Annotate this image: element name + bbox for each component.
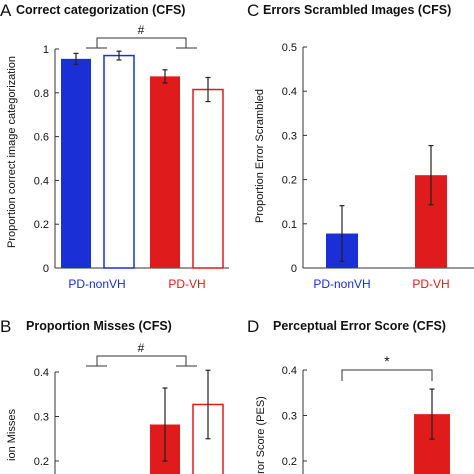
panel-a-xlabels: PD-nonVH PD-VH: [68, 277, 205, 291]
panel-a-title: Correct categorization (CFS): [16, 3, 185, 17]
bar: [192, 88, 224, 269]
panel-c-ytick-label: 0.1: [282, 219, 297, 231]
panel-a-group-label-vh: PD-VH: [168, 277, 205, 291]
panel-d-letter: D: [247, 317, 259, 336]
panel-c-xlabels: PD-nonVH PD-VH: [313, 277, 449, 291]
panel-b-letter: B: [0, 317, 11, 336]
panel-a-ylabel: Proportion correct image categorization: [6, 56, 18, 248]
panel-c-group-label-vh: PD-VH: [412, 277, 449, 291]
panel-a-ytick-label: 0.2: [34, 219, 49, 231]
panel-b-bars: [150, 369, 224, 474]
bar: [61, 58, 91, 269]
panel-b-ytick-label: 0.2: [34, 456, 49, 468]
panel-c-bars: [326, 144, 447, 268]
panel-c-group-label-nonvh: PD-nonVH: [313, 277, 370, 291]
panel-d-bars: [414, 388, 450, 474]
panel-a-ytick-label: 0.4: [34, 175, 49, 187]
panel-b-ylabel: ion Misses: [6, 409, 18, 461]
panel-a-ytick-label: 0.8: [34, 88, 49, 100]
panel-c-ytick-label: 0.4: [282, 86, 297, 98]
panel-b-yticks: 0.2 0.3 0.4: [34, 367, 59, 474]
panel-a-bracket: [96, 37, 187, 48]
panel-c-ytick-label: 0.2: [282, 175, 297, 187]
panel-b-bracket: [96, 355, 187, 366]
panel-c-ytick-label: 0: [291, 263, 297, 275]
panel-d-significance-mark: *: [384, 353, 390, 369]
panel-b-significance: #: [86, 341, 197, 367]
panel-c: C Errors Scrambled Images (CFS) Proporti…: [247, 1, 474, 291]
panel-c-letter: C: [247, 1, 259, 20]
panel-a: A Correct categorization (CFS) Proportio…: [0, 1, 229, 291]
panel-c-title: Errors Scrambled Images (CFS): [263, 3, 451, 17]
panel-a-significance: #: [86, 23, 197, 49]
panel-a-letter: A: [0, 1, 12, 20]
panel-a-yticks: 0 0.2 0.4 0.6 0.8 1: [34, 44, 229, 275]
panel-a-group-label-nonvh: PD-nonVH: [68, 277, 125, 291]
panel-d-yticks: 0.2 0.3 0.4: [282, 365, 307, 474]
panel-b-ytick-label: 0.3: [34, 412, 49, 424]
panel-d-ytick-label: 0.2: [282, 456, 297, 468]
panel-b-title: Proportion Misses (CFS): [26, 319, 172, 333]
panel-d-ytick-label: 0.4: [282, 365, 297, 377]
panel-d-bracket: [341, 369, 433, 381]
panel-b: B Proportion Misses (CFS) ion Misses 0.2…: [0, 317, 224, 474]
panel-d-ytick-label: 0.3: [282, 411, 297, 423]
panel-c-ylabel: Proportion Error Scrambled: [254, 89, 266, 223]
panel-a-ytick-label: 0.6: [34, 132, 49, 144]
panel-d-title: Perceptual Error Score (CFS): [273, 319, 446, 333]
panel-a-significance-mark: #: [138, 23, 145, 37]
bar: [103, 54, 135, 269]
panel-a-bars: [61, 50, 224, 269]
panel-a-ytick-label: 0: [43, 263, 49, 275]
panel-d: D Perceptual Error Score (CFS) ror Score…: [247, 317, 450, 474]
bar: [150, 76, 180, 268]
panel-c-ytick-label: 0.3: [282, 130, 297, 142]
panel-c-ytick-label: 0.5: [282, 42, 297, 54]
panel-a-ytick-label: 1: [43, 44, 49, 56]
panel-b-significance-mark: #: [138, 341, 145, 355]
panel-b-ytick-label: 0.4: [34, 367, 49, 379]
panel-d-significance: *: [341, 353, 433, 381]
panel-d-ylabel: ror Score (PES): [255, 396, 267, 474]
